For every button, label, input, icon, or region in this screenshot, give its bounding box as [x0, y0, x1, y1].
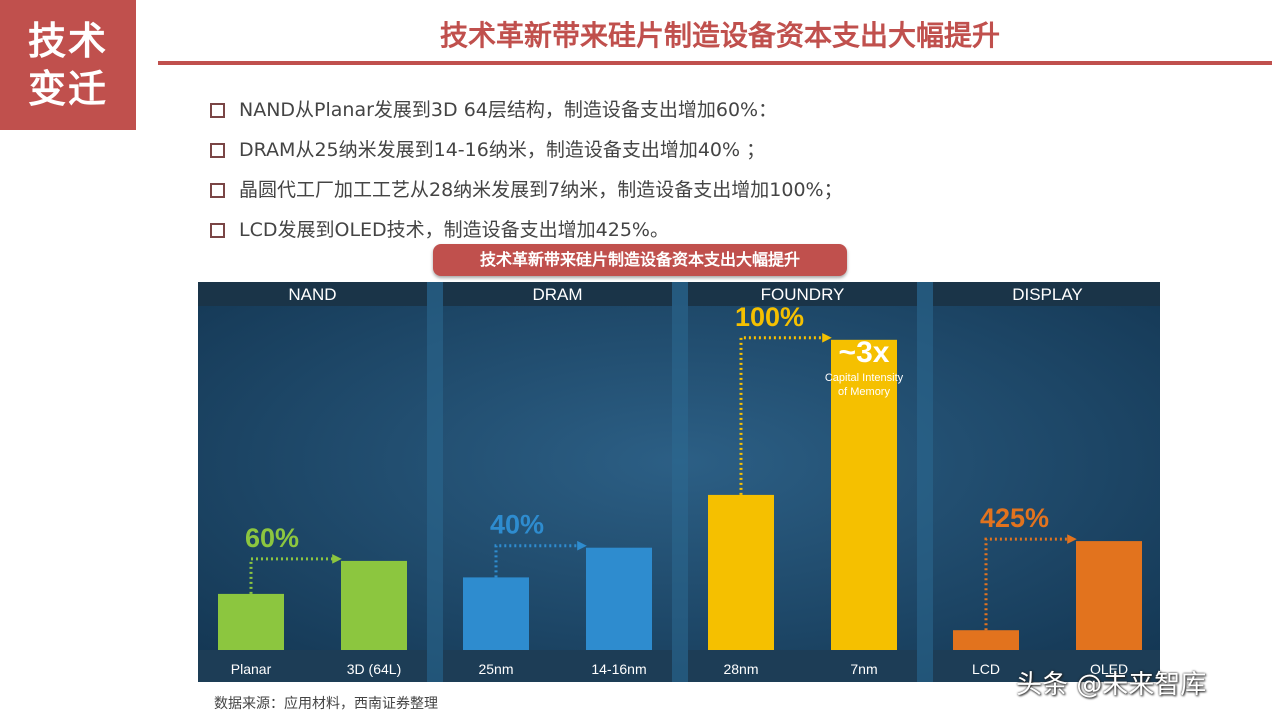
bullet-text: 晶圆代工厂加工工艺从28纳米发展到7纳米，制造设备支出增加100%； — [239, 179, 843, 201]
category-label: 25nm — [478, 661, 513, 677]
bar — [953, 630, 1019, 650]
category-label: Planar — [231, 661, 272, 677]
bar — [1076, 541, 1142, 650]
panel-header-strip — [198, 282, 427, 306]
panel-separator — [427, 282, 443, 682]
panel-header-strip — [443, 282, 672, 306]
category-label: OLED — [1090, 661, 1128, 677]
page-title: 技术革新带来硅片制造设备资本支出大幅提升 — [439, 19, 1000, 52]
data-source-note: 数据来源：应用材料，西南证券整理 — [214, 696, 438, 712]
panel-footer-strip — [198, 650, 427, 682]
growth-arrow — [984, 534, 1077, 631]
panel-header-strip — [688, 282, 917, 306]
annotation-line-1: Capital Intensity — [825, 372, 904, 384]
bullet-item: 晶圆代工厂加工工艺从28纳米发展到7纳米，制造设备支出增加100%； — [210, 170, 843, 210]
bullet-text: LCD发展到OLED技术，制造设备支出增加425%。 — [239, 219, 669, 241]
panel-footer-strip — [443, 650, 672, 682]
bullet-item: LCD发展到OLED技术，制造设备支出增加425%。 — [210, 210, 843, 250]
panel-footer-strip — [688, 650, 917, 682]
bar — [708, 494, 774, 650]
growth-arrow — [494, 540, 587, 578]
category-label: LCD — [972, 661, 1000, 677]
square-bullet-icon — [210, 182, 225, 198]
chart-caption: 技术革新带来硅片制造设备资本支出大幅提升 — [433, 244, 847, 276]
badge-line-2: 变迁 — [27, 67, 108, 111]
badge-line-1: 技术 — [27, 19, 108, 63]
growth-arrow — [249, 554, 342, 594]
panel-title: FOUNDRY — [761, 285, 845, 304]
category-label: 7nm — [850, 661, 877, 677]
growth-percent-label: 100% — [735, 302, 804, 332]
annotation-multiplier: ~3x — [839, 336, 890, 369]
panel-title: DRAM — [532, 285, 582, 304]
capex-bar-chart: NAND Planar 3D (64L) 60% DRAM 25nm 14-16nm 40% F… — [198, 282, 1160, 682]
panel-title: DISPLAY — [1012, 285, 1083, 304]
bullet-item: DRAM从25纳米发展到14-16纳米，制造设备支出增加40% ； — [210, 130, 843, 170]
square-bullet-icon — [210, 142, 225, 158]
bullet-text: NAND从Planar发展到3D 64层结构，制造设备支出增加60%： — [239, 99, 778, 121]
panel-footer-strip — [933, 650, 1160, 682]
panel-separator — [917, 282, 933, 682]
bullet-text: DRAM从25纳米发展到14-16纳米，制造设备支出增加40% ； — [239, 139, 766, 161]
panel-header-strip — [933, 282, 1160, 306]
bar — [341, 560, 407, 650]
watermark: 头条 @未来智库 — [1016, 670, 1207, 700]
bar — [586, 547, 652, 650]
bullet-list: NAND从Planar发展到3D 64层结构，制造设备支出增加60%： DRAM… — [210, 90, 843, 250]
annotation-line-2: of Memory — [838, 386, 890, 398]
title-divider — [158, 61, 1272, 65]
bar — [218, 593, 284, 650]
growth-percent-label: 60% — [245, 523, 299, 553]
category-label: 28nm — [723, 661, 758, 677]
square-bullet-icon — [210, 222, 225, 238]
growth-percent-label: 425% — [980, 503, 1049, 533]
square-bullet-icon — [210, 102, 225, 118]
bullet-item: NAND从Planar发展到3D 64层结构，制造设备支出增加60%： — [210, 90, 843, 130]
category-label: 14-16nm — [591, 661, 646, 677]
bar — [463, 577, 529, 650]
bar — [831, 339, 897, 650]
growth-percent-label: 40% — [490, 510, 544, 540]
panel-separator — [672, 282, 688, 682]
panel-title: NAND — [288, 285, 336, 304]
category-label: 3D (64L) — [347, 661, 401, 677]
section-badge: 技术 变迁 — [0, 0, 136, 130]
